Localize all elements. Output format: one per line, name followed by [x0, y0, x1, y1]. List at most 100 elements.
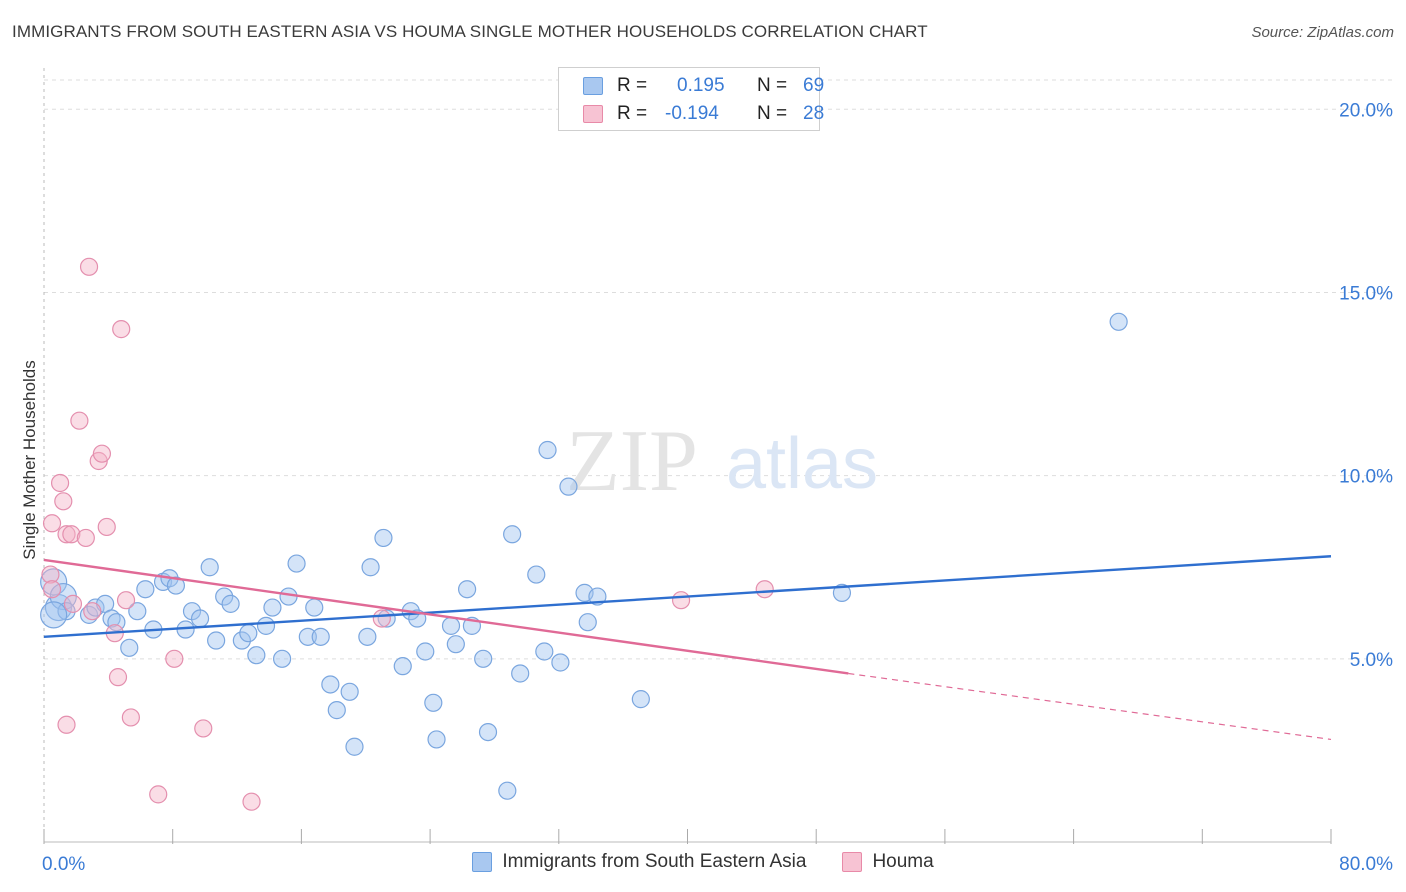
point-houma — [63, 594, 83, 613]
point-houma — [50, 473, 70, 493]
point-sea — [215, 587, 234, 606]
point-houma — [194, 719, 213, 738]
point-sea — [311, 627, 330, 646]
n-label: N = — [757, 103, 788, 124]
y-tick-label: 15.0% — [1339, 283, 1393, 304]
point-sea — [446, 635, 465, 654]
legend-item-houma[interactable]: Houma — [842, 851, 934, 873]
point-houma — [116, 591, 136, 610]
point-houma — [149, 785, 168, 804]
point-sea — [424, 693, 443, 712]
point-sea — [321, 675, 340, 694]
watermark-atlas: atlas — [726, 424, 878, 504]
point-sea — [207, 631, 226, 650]
point-sea — [221, 594, 240, 613]
point-houma — [42, 580, 62, 599]
n-label: N = — [757, 75, 788, 96]
point-houma — [112, 320, 131, 339]
zipatlas-watermark: ZIP atlas — [566, 413, 878, 510]
point-sea — [441, 616, 461, 635]
point-sea — [538, 440, 557, 460]
point-sea — [327, 701, 346, 720]
chart-legend: Immigrants from South Eastern Asia Houma — [0, 851, 1406, 873]
point-sea — [279, 587, 298, 606]
point-sea — [247, 646, 266, 665]
data-points — [40, 257, 1128, 811]
legend-swatch-blue — [472, 852, 493, 872]
point-sea — [272, 649, 292, 668]
stats-row-blue: R = 0.195 N = 69 — [583, 73, 824, 99]
point-houma — [62, 525, 81, 544]
legend-swatch-pink — [842, 852, 863, 872]
point-sea — [232, 631, 251, 650]
point-sea — [498, 781, 517, 800]
point-houma — [92, 444, 112, 463]
watermark-zip: ZIP — [566, 413, 698, 510]
point-houma — [70, 411, 89, 430]
point-houma — [57, 525, 76, 544]
r-label: R = — [617, 103, 648, 124]
point-houma — [165, 649, 184, 668]
point-sea — [358, 627, 377, 646]
point-sea — [263, 598, 282, 617]
point-sea — [511, 664, 530, 683]
point-sea — [340, 682, 359, 701]
point-houma — [57, 715, 76, 734]
stats-row-pink: R = -0.194 N = 28 — [583, 101, 824, 127]
point-sea — [361, 558, 380, 577]
n-value: 69 — [803, 75, 825, 96]
x-tick-label: 0.0% — [42, 854, 85, 875]
point-houma — [755, 580, 774, 599]
point-sea — [578, 613, 597, 632]
legend-label: Immigrants from South Eastern Asia — [502, 851, 807, 872]
r-label: R = — [617, 75, 648, 96]
point-houma — [108, 668, 128, 687]
point-houma — [83, 602, 102, 621]
x-tick-label: 80.0% — [1339, 854, 1393, 875]
trendline-houma — [43, 558, 849, 675]
point-houma — [42, 514, 62, 533]
point-sea — [239, 624, 258, 643]
trendline-sea — [43, 555, 1332, 639]
trendline-houma-extension — [848, 672, 1332, 741]
point-sea — [305, 598, 324, 617]
point-sea — [40, 601, 68, 629]
y-tick-label: 5.0% — [1350, 650, 1393, 671]
legend-item-sea[interactable]: Immigrants from South Eastern Asia — [472, 851, 806, 873]
point-houma — [97, 517, 116, 537]
point-houma — [54, 492, 73, 511]
grid-lines — [43, 68, 1393, 842]
point-sea — [427, 730, 446, 749]
y-tick-label: 20.0% — [1339, 100, 1393, 121]
chart-title: IMMIGRANTS FROM SOUTH EASTERN ASIA VS HO… — [12, 22, 928, 41]
n-value: 28 — [803, 103, 825, 124]
tick-labels: 5.0% 10.0% 15.0% 20.0% 0.0% 80.0% — [42, 100, 1393, 875]
y-tick-label: 10.0% — [1339, 467, 1393, 488]
point-sea — [345, 737, 364, 756]
point-sea — [166, 576, 186, 595]
stats-swatch-pink — [583, 105, 603, 123]
point-sea — [136, 580, 155, 599]
r-value: -0.194 — [665, 103, 719, 124]
point-sea — [527, 565, 546, 584]
stats-swatch-blue — [583, 77, 603, 95]
point-houma — [372, 609, 391, 628]
point-sea — [1109, 312, 1128, 331]
point-sea — [200, 558, 219, 577]
point-sea — [631, 690, 650, 709]
point-sea — [551, 653, 570, 672]
trend-lines — [43, 555, 1332, 741]
point-houma — [41, 565, 60, 584]
legend-label: Houma — [872, 851, 934, 872]
point-houma — [79, 257, 99, 276]
point-sea — [416, 642, 435, 661]
point-sea — [374, 528, 393, 548]
point-sea — [256, 616, 276, 635]
r-value: 0.195 — [677, 75, 725, 96]
point-sea — [393, 657, 412, 676]
point-sea — [287, 554, 306, 573]
point-sea — [458, 580, 477, 599]
point-houma — [242, 792, 261, 811]
point-houma — [76, 528, 95, 548]
